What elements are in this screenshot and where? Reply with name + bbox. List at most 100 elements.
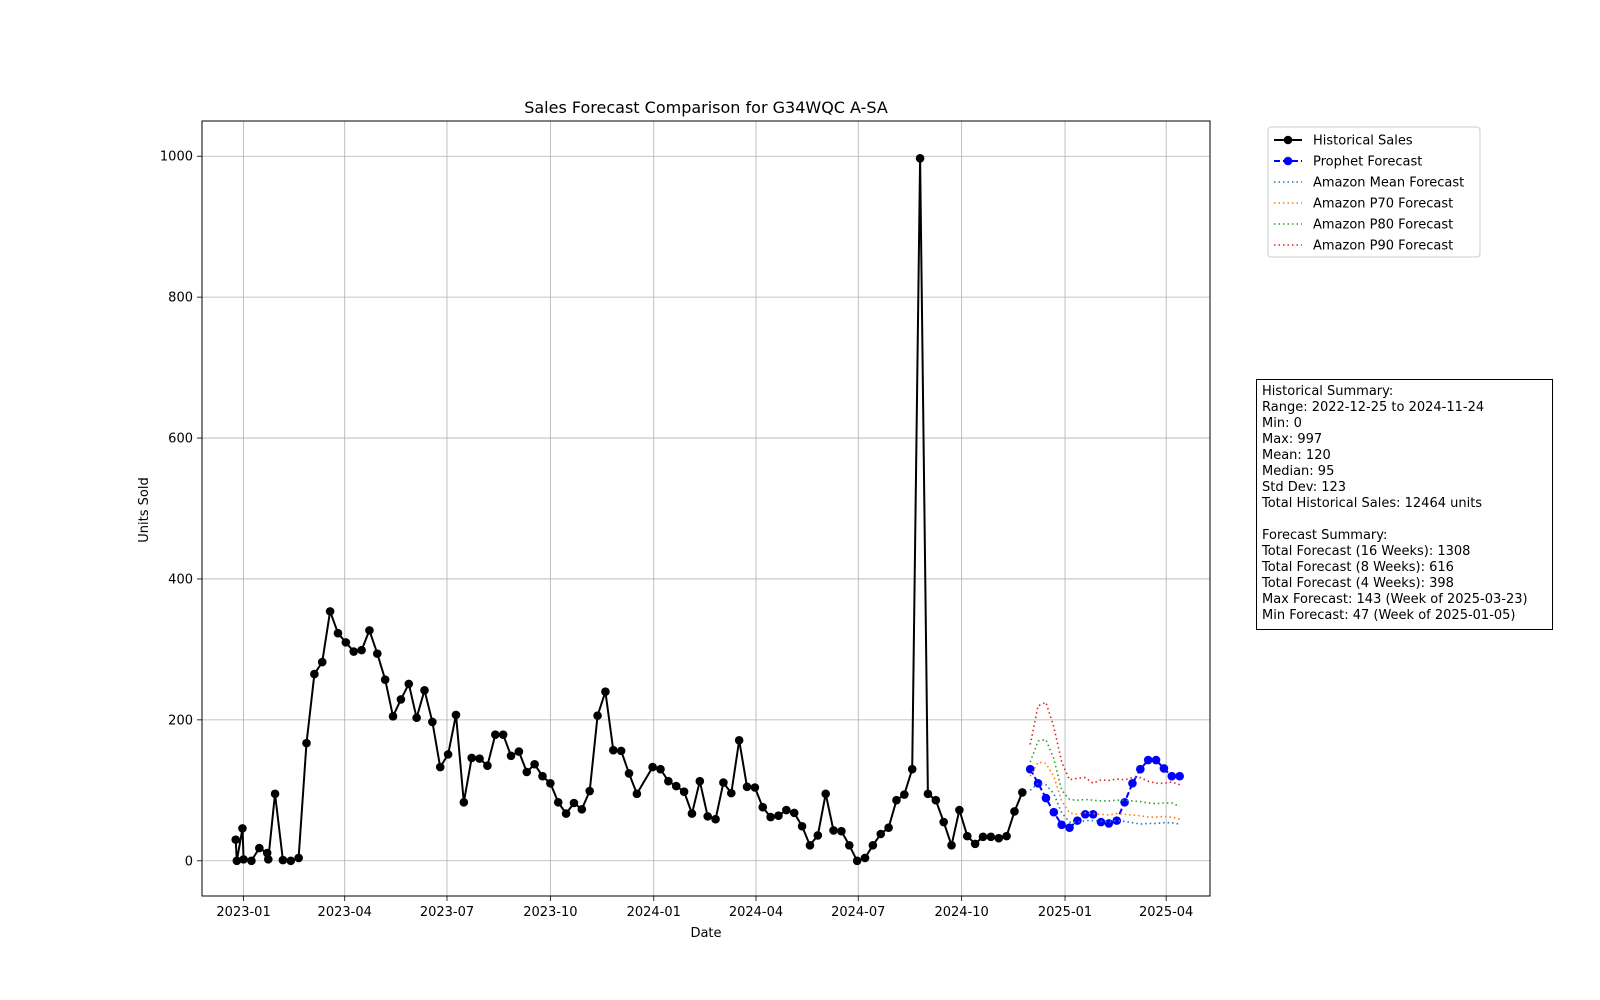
historical-sales-point bbox=[388, 712, 398, 721]
x-tick-label: 2024-10 bbox=[934, 905, 988, 920]
legend: Historical Sales Prophet Forecast Amazon M… bbox=[1267, 126, 1481, 258]
historical-sales-point bbox=[656, 764, 665, 774]
x-tick-label: 2023-10 bbox=[523, 905, 577, 920]
historical-sales-point bbox=[373, 649, 382, 658]
total-historical-sales: Total Historical Sales: 12464 units bbox=[1262, 496, 1483, 511]
historical-sales-point bbox=[278, 855, 288, 865]
historical-sales-point bbox=[514, 747, 524, 756]
historical-sales-point bbox=[931, 795, 941, 805]
historical-sales-point bbox=[333, 628, 343, 638]
historical-sales-point bbox=[412, 713, 421, 723]
historical-sales-point bbox=[601, 687, 610, 696]
historical-sales-point bbox=[719, 778, 728, 787]
historical-std-dev: Std Dev: 123 bbox=[1262, 480, 1347, 495]
historical-sales-point bbox=[349, 647, 359, 656]
historical-sales-point bbox=[624, 769, 634, 778]
prophet-forecast-point bbox=[1049, 807, 1059, 817]
y-axis-label: Units Sold bbox=[137, 477, 152, 542]
historical-sales-point bbox=[766, 812, 775, 822]
historical-sales-point bbox=[498, 730, 508, 739]
historical-sales-point bbox=[365, 626, 374, 635]
historical-sales-point bbox=[302, 738, 311, 748]
historical-sales-point bbox=[569, 798, 579, 808]
historical-sales-point bbox=[538, 771, 547, 781]
historical-sales-point bbox=[970, 839, 980, 849]
historical-sales-point bbox=[829, 826, 838, 835]
historical-sales-point bbox=[900, 790, 909, 799]
prophet-forecast-point bbox=[1080, 809, 1090, 819]
x-tick-label: 2024-04 bbox=[729, 905, 783, 920]
historical-sales-point bbox=[546, 778, 555, 788]
historical-sales-point bbox=[884, 823, 893, 832]
amazon-mean-forecast-line bbox=[1029, 782, 1180, 825]
historical-sales-point bbox=[593, 711, 602, 720]
historical-sales-point bbox=[892, 795, 901, 805]
amazon-p90-forecast-line bbox=[1029, 701, 1180, 786]
y-tick-label: 800 bbox=[168, 291, 193, 306]
y-tick-label: 1000 bbox=[160, 150, 193, 165]
min-forecast: Min Forecast: 47 (Week of 2025-01-05) bbox=[1262, 608, 1516, 623]
historical-sales-point bbox=[506, 751, 516, 761]
total-forecast-8-weeks: Total Forecast (8 Weeks): 616 bbox=[1262, 560, 1454, 575]
historical-sales-point bbox=[231, 835, 241, 844]
legend-item: Historical Sales bbox=[1274, 134, 1413, 149]
historical-sales-line bbox=[234, 157, 1024, 862]
y-tick-label: 400 bbox=[168, 572, 193, 587]
historical-sales-point bbox=[255, 843, 264, 853]
amazon-mean-forecast-series bbox=[1029, 782, 1180, 825]
chart-title: Sales Forecast Comparison for G34WQC A-S… bbox=[524, 98, 888, 117]
historical-sales-point bbox=[561, 809, 571, 818]
amazon-p80-forecast-line bbox=[1029, 738, 1181, 808]
legend-marker bbox=[1283, 135, 1293, 145]
historical-sales-point bbox=[742, 782, 752, 792]
historical-sales-point bbox=[380, 675, 390, 685]
historical-sales-point bbox=[341, 638, 351, 647]
historical-sales-point bbox=[1018, 788, 1027, 797]
x-tick-label: 2023-07 bbox=[420, 905, 474, 920]
historical-sales-point bbox=[616, 746, 626, 756]
historical-sales-point bbox=[978, 832, 988, 842]
historical-median: Median: 95 bbox=[1262, 464, 1335, 479]
historical-sales-point bbox=[868, 840, 878, 850]
historical-sales-point bbox=[608, 745, 618, 755]
historical-sales-point bbox=[915, 154, 925, 163]
historical-sales-point bbox=[286, 856, 296, 866]
prophet-forecast-point bbox=[1151, 755, 1161, 765]
summary-box: Historical Summary: Range: 2022-12-25 to… bbox=[1256, 379, 1553, 630]
historical-sales-point bbox=[986, 832, 996, 842]
historical-sales-point bbox=[404, 679, 414, 689]
prophet-forecast-point bbox=[1065, 823, 1074, 832]
legend-item: Amazon P90 Forecast bbox=[1274, 239, 1453, 254]
historical-sales-point bbox=[232, 856, 242, 866]
historical-sales-point bbox=[317, 657, 327, 667]
x-axis-label: Date bbox=[690, 926, 721, 941]
historical-sales-point bbox=[396, 695, 406, 704]
historical-sales-point bbox=[553, 797, 563, 807]
historical-sales-point bbox=[679, 787, 689, 797]
prophet-forecast-point bbox=[1143, 755, 1153, 765]
historical-sales-point bbox=[758, 802, 768, 812]
historical-sales-point bbox=[774, 811, 783, 820]
total-forecast-4-weeks: Total Forecast (4 Weeks): 398 bbox=[1262, 576, 1454, 591]
historical-sales-point bbox=[726, 788, 736, 798]
historical-sales-point bbox=[671, 781, 681, 791]
historical-sales-point bbox=[490, 730, 500, 739]
legend-marker bbox=[1283, 156, 1293, 166]
historical-sales-point bbox=[821, 789, 830, 799]
historical-sales-point bbox=[264, 855, 273, 864]
historical-sales-point bbox=[805, 840, 815, 850]
historical-sales-point bbox=[939, 817, 948, 827]
historical-sales-point bbox=[907, 764, 917, 774]
historical-sales-point bbox=[467, 753, 476, 763]
legend-label: Amazon Mean Forecast bbox=[1313, 176, 1464, 191]
prophet-forecast-point bbox=[1033, 778, 1043, 788]
prophet-forecast-point bbox=[1104, 819, 1114, 828]
historical-max: Max: 997 bbox=[1262, 432, 1323, 447]
amazon-p90-forecast-series bbox=[1029, 701, 1180, 786]
prophet-forecast-point bbox=[1120, 797, 1129, 807]
historical-sales-point bbox=[459, 797, 469, 807]
x-tick-label: 2023-01 bbox=[216, 905, 270, 920]
historical-sales-point bbox=[270, 789, 280, 799]
legend-item: Amazon Mean Forecast bbox=[1274, 176, 1464, 191]
historical-sales-point bbox=[530, 759, 539, 769]
